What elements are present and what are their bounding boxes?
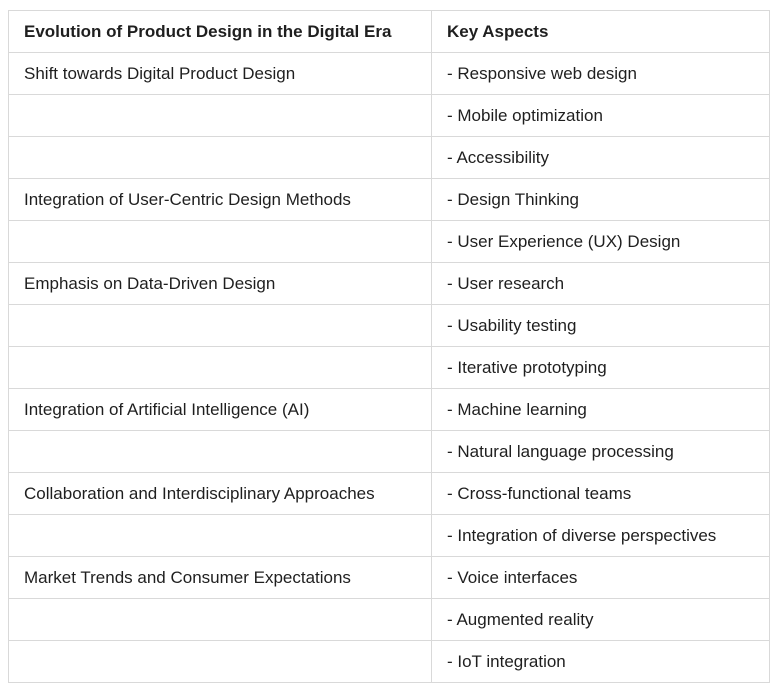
header-cell: Key Aspects — [431, 10, 770, 53]
table-cell: - IoT integration — [431, 640, 770, 683]
table-cell: - Machine learning — [431, 388, 770, 431]
table-row: Collaboration and Interdisciplinary Appr… — [8, 472, 770, 515]
table-cell: Integration of User-Centric Design Metho… — [8, 178, 432, 221]
table-row: - Integration of diverse perspectives — [8, 514, 770, 557]
table-cell — [8, 220, 432, 263]
table-cell — [8, 136, 432, 179]
table-cell: - Cross-functional teams — [431, 472, 770, 515]
table-row: Shift towards Digital Product Design - Re… — [8, 52, 770, 95]
table-cell — [8, 304, 432, 347]
table-cell: - Usability testing — [431, 304, 770, 347]
table-cell: - Responsive web design — [431, 52, 770, 95]
table-cell — [8, 94, 432, 137]
table-cell — [8, 514, 432, 557]
table-cell: - Iterative prototyping — [431, 346, 770, 389]
table-cell: Emphasis on Data-Driven Design — [8, 262, 432, 305]
table-cell: - Mobile optimization — [431, 94, 770, 137]
table-cell: Market Trends and Consumer Expectations — [8, 556, 432, 599]
header-row: Evolution of Product Design in the Digit… — [8, 10, 770, 53]
table-row: - Accessibility — [8, 136, 770, 179]
table-row: Emphasis on Data-Driven Design - User res… — [8, 262, 770, 305]
table-cell: Collaboration and Interdisciplinary Appr… — [8, 472, 432, 515]
table-cell — [8, 640, 432, 683]
table-cell — [8, 598, 432, 641]
table-row: - Usability testing — [8, 304, 770, 347]
table-row: - Natural language processing — [8, 430, 770, 473]
table-row: - Mobile optimization — [8, 94, 770, 137]
table-cell: - Voice interfaces — [431, 556, 770, 599]
table-cell: - Augmented reality — [431, 598, 770, 641]
table-cell: - User Experience (UX) Design — [431, 220, 770, 263]
table-cell — [8, 346, 432, 389]
table-row: - IoT integration — [8, 640, 770, 683]
table-cell: - Integration of diverse perspectives — [431, 514, 770, 557]
header-cell: Evolution of Product Design in the Digit… — [8, 10, 432, 53]
table-cell: Integration of Artificial Intelligence (… — [8, 388, 432, 431]
table-row: - User Experience (UX) Design — [8, 220, 770, 263]
table-body: Shift towards Digital Product Design - Re… — [8, 52, 770, 683]
table-row: - Iterative prototyping — [8, 346, 770, 389]
table-cell: - User research — [431, 262, 770, 305]
table-row: Integration of User-Centric Design Metho… — [8, 178, 770, 221]
table-cell — [8, 430, 432, 473]
table: Evolution of Product Design in the Digit… — [8, 10, 770, 683]
table-cell: Shift towards Digital Product Design — [8, 52, 432, 95]
table-cell: - Natural language processing — [431, 430, 770, 473]
table-row: Integration of Artificial Intelligence (… — [8, 388, 770, 431]
table-row: Market Trends and Consumer Expectations -… — [8, 556, 770, 599]
table-cell: - Design Thinking — [431, 178, 770, 221]
table-cell: - Accessibility — [431, 136, 770, 179]
table-row: - Augmented reality — [8, 598, 770, 641]
table-header: Evolution of Product Design in the Digit… — [8, 10, 770, 53]
